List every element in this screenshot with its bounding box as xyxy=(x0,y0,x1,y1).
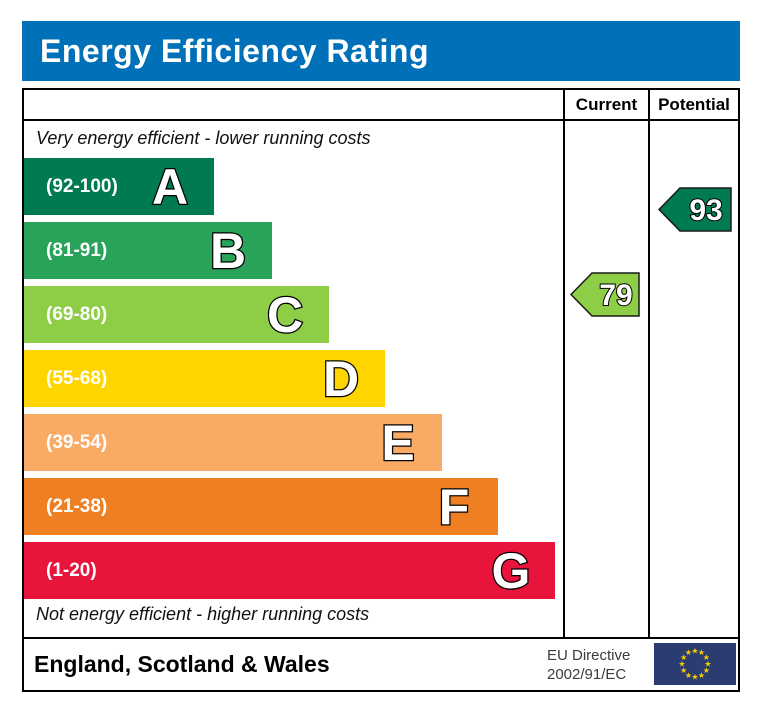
band-bar: (81-91) B xyxy=(24,222,272,279)
svg-text:A: A xyxy=(152,159,188,215)
eu-directive-line1: EU Directive xyxy=(547,647,631,664)
potential-arrow-shape xyxy=(658,187,732,232)
rating-bands: (92-100) A (81-91) B (69-80) C xyxy=(24,158,563,606)
band-bar: (39-54) E xyxy=(24,414,442,471)
svg-text:★: ★ xyxy=(685,671,692,680)
band-range-label: (1-20) xyxy=(46,560,97,581)
svg-text:★: ★ xyxy=(704,660,711,669)
svg-text:★: ★ xyxy=(698,671,705,680)
band-range-label: (39-54) xyxy=(46,432,108,453)
band-letter: C xyxy=(266,286,305,343)
svg-text:C: C xyxy=(267,287,303,343)
band-range-label: (21-38) xyxy=(46,496,108,517)
eu-directive-label: EU Directive 2002/91/EC xyxy=(547,646,630,684)
band-letter: E xyxy=(380,414,416,471)
band-letter: B xyxy=(209,222,248,279)
title-bar: Energy Efficiency Rating xyxy=(22,21,740,81)
footer-divider xyxy=(24,637,738,639)
svg-text:D: D xyxy=(323,351,359,407)
eu-flag-field xyxy=(654,643,736,685)
svg-text:G: G xyxy=(492,543,531,599)
eu-flag-icon: ★ ★★★★★★★★★★★ xyxy=(654,643,736,685)
band-letter: D xyxy=(322,350,361,407)
band-range-label: (92-100) xyxy=(46,176,118,197)
band-letter: F xyxy=(437,478,470,535)
header-divider xyxy=(24,119,738,121)
footer-row: England, Scotland & Wales EU Directive 2… xyxy=(24,639,738,690)
potential-column-header: Potential xyxy=(658,95,730,114)
svg-text:B: B xyxy=(210,223,246,279)
band-row: (21-38) F xyxy=(24,478,563,535)
svg-text:★: ★ xyxy=(703,666,710,675)
band-range-label: (55-68) xyxy=(46,368,108,389)
svg-text:★: ★ xyxy=(691,647,698,656)
band-bar: (55-68) D xyxy=(24,350,385,407)
band-row: (39-54) E xyxy=(24,414,563,471)
current-column-header: Current xyxy=(575,95,638,114)
band-bar: (21-38) F xyxy=(24,478,498,535)
page-title: Energy Efficiency Rating xyxy=(40,33,429,69)
current-rating-arrow: 79 xyxy=(570,272,640,317)
svg-text:★: ★ xyxy=(703,653,710,662)
band-range-label: (81-91) xyxy=(46,240,108,261)
svg-text:F: F xyxy=(439,479,470,535)
svg-text:★: ★ xyxy=(691,673,698,682)
band-row: (1-20) G xyxy=(24,542,563,599)
column-divider-current xyxy=(563,90,565,639)
top-annotation: Very energy efficient - lower running co… xyxy=(36,128,371,148)
rating-table: Current Potential Very energy efficient … xyxy=(22,88,740,692)
current-rating-value: 79 xyxy=(599,279,632,312)
band-bar: (1-20) G xyxy=(24,542,555,599)
svg-text:★: ★ xyxy=(685,648,692,657)
region-label: England, Scotland & Wales xyxy=(34,651,330,677)
current-arrow-shape xyxy=(570,272,640,317)
potential-rating-value: 93 xyxy=(689,194,722,227)
band-bar: (69-80) C xyxy=(24,286,329,343)
svg-text:E: E xyxy=(381,415,414,471)
svg-text:★: ★ xyxy=(698,648,705,657)
svg-text:★: ★ xyxy=(680,666,687,675)
band-row: (55-68) D xyxy=(24,350,563,407)
band-row: (69-80) C xyxy=(24,286,563,343)
svg-text:★: ★ xyxy=(680,653,687,662)
band-letter: A xyxy=(151,158,190,215)
band-bar: (92-100) A xyxy=(24,158,214,215)
potential-rating-arrow: 93 xyxy=(658,187,732,232)
column-divider-potential xyxy=(648,90,650,639)
svg-text:★: ★ xyxy=(678,660,685,669)
eu-directive-line2: 2002/91/EC xyxy=(547,666,627,683)
band-row: (92-100) A xyxy=(24,158,563,215)
band-range-label: (69-80) xyxy=(46,304,108,325)
band-letter: G xyxy=(490,542,531,599)
bottom-annotation: Not energy efficient - higher running co… xyxy=(36,604,370,624)
band-row: (81-91) B xyxy=(24,222,563,279)
